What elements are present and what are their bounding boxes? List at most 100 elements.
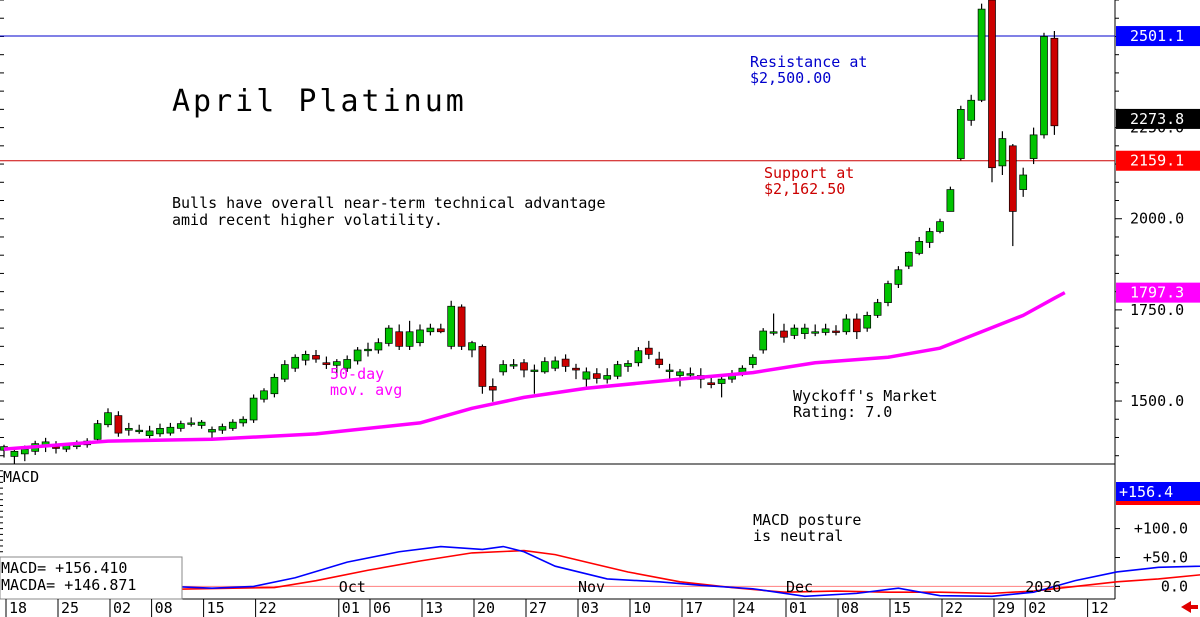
candle [228, 419, 237, 431]
candle [592, 368, 601, 384]
macd-tick-label: +100.0 [1134, 520, 1188, 538]
macda-readout: MACDA= +146.871 [1, 576, 136, 594]
candle-body-up [270, 376, 279, 395]
candle [436, 323, 445, 334]
candle [800, 323, 809, 340]
macd-panel-title: MACD [3, 468, 39, 486]
candle-body-up [104, 412, 112, 426]
chart-title: April Platinum [172, 84, 467, 119]
candle-body-up [135, 429, 144, 433]
candle [946, 186, 955, 212]
candle [852, 313, 861, 340]
date-label: 18 [9, 599, 27, 617]
candle [977, 3, 986, 103]
candle-body-down [655, 358, 664, 365]
candle [332, 359, 341, 376]
candle-body-up [915, 240, 924, 254]
candle [426, 323, 435, 336]
candle [249, 394, 258, 423]
candle-body-up [405, 331, 414, 347]
candle-body-down [457, 306, 466, 347]
candle-body-up [499, 364, 508, 373]
candle [322, 356, 331, 369]
price-axis-labels: 2501.1 2273.8 2159.1 1797.3 [1116, 26, 1200, 303]
candle [936, 218, 944, 234]
candle-body-up [1040, 36, 1048, 136]
candle [665, 363, 674, 380]
candle [863, 311, 872, 332]
candle [561, 354, 570, 372]
ma-label-2: mov. avg [330, 381, 402, 399]
rating-line-1: Wyckoff's Market [793, 387, 938, 405]
price-tick-label: 2000.0 [1130, 210, 1184, 228]
candle [748, 354, 757, 369]
date-label: 15 [207, 599, 225, 617]
candle-body-up [624, 363, 632, 367]
macd-annotation-1: MACD posture [753, 511, 861, 529]
candle-body-up [748, 356, 757, 365]
candle-body-up [20, 448, 29, 455]
candle-body-up [364, 348, 372, 352]
month-label: Dec [786, 578, 813, 596]
candle [769, 313, 778, 336]
date-label: 25 [61, 599, 79, 617]
date-label: 17 [685, 599, 703, 617]
candle [176, 420, 185, 432]
candle [988, 0, 996, 183]
candle-body-up [416, 329, 424, 344]
rating-line-2: Rating: 7.0 [793, 403, 892, 421]
commentary-line-1: Bulls have overall near-term technical a… [172, 194, 605, 212]
candle-body-up [956, 109, 965, 159]
candle [457, 304, 466, 350]
candle-body-up [166, 426, 175, 434]
candle [582, 367, 591, 387]
candle-body-up [1019, 174, 1028, 190]
candle [894, 266, 903, 289]
candle-body-down [644, 347, 653, 355]
price-label-ma: 1797.3 [1130, 284, 1184, 302]
candle-body-up [894, 269, 903, 285]
candle [832, 325, 840, 336]
support-text-1: Support at [764, 164, 854, 182]
candle [759, 328, 768, 354]
candle [530, 364, 539, 394]
candle-body-down [478, 345, 487, 387]
price-label-box [1116, 150, 1200, 171]
candle-body-down [322, 362, 331, 365]
candle [967, 94, 976, 126]
macda-line [170, 549, 1200, 595]
candle [634, 347, 643, 367]
scroll-left-arrow-icon[interactable] [1181, 601, 1198, 613]
price-label-box [1116, 108, 1200, 129]
candle [520, 359, 528, 378]
candle [104, 408, 112, 428]
candle [343, 355, 352, 372]
candle [93, 419, 102, 442]
candle-body-down [312, 355, 320, 360]
candle [156, 423, 164, 437]
candle-body-up [301, 354, 310, 361]
candle [998, 131, 1007, 175]
candle-body-down [1008, 145, 1017, 212]
candle-body-down [592, 373, 601, 379]
candle-body-up [686, 373, 695, 376]
macd-last-label: +156.4 [1119, 483, 1173, 501]
candle [395, 324, 404, 350]
date-label: 13 [425, 599, 443, 617]
price-tick-label: 1750.0 [1130, 301, 1184, 319]
candle [135, 424, 144, 434]
candle-body-up [613, 364, 622, 377]
candle [10, 447, 19, 465]
support-resistance-lines [0, 35, 1115, 162]
candle-body-up [1029, 134, 1038, 159]
candle [540, 357, 549, 374]
candle-body-up [884, 283, 892, 303]
candle-body-up [280, 364, 289, 380]
candle-body-down [832, 330, 840, 333]
ma-label-1: 50-day [330, 365, 384, 383]
candle-body-up [218, 426, 227, 431]
candle-body-up [176, 423, 185, 429]
candle-body-up [603, 375, 612, 380]
candle [270, 373, 279, 398]
candle [52, 441, 60, 454]
